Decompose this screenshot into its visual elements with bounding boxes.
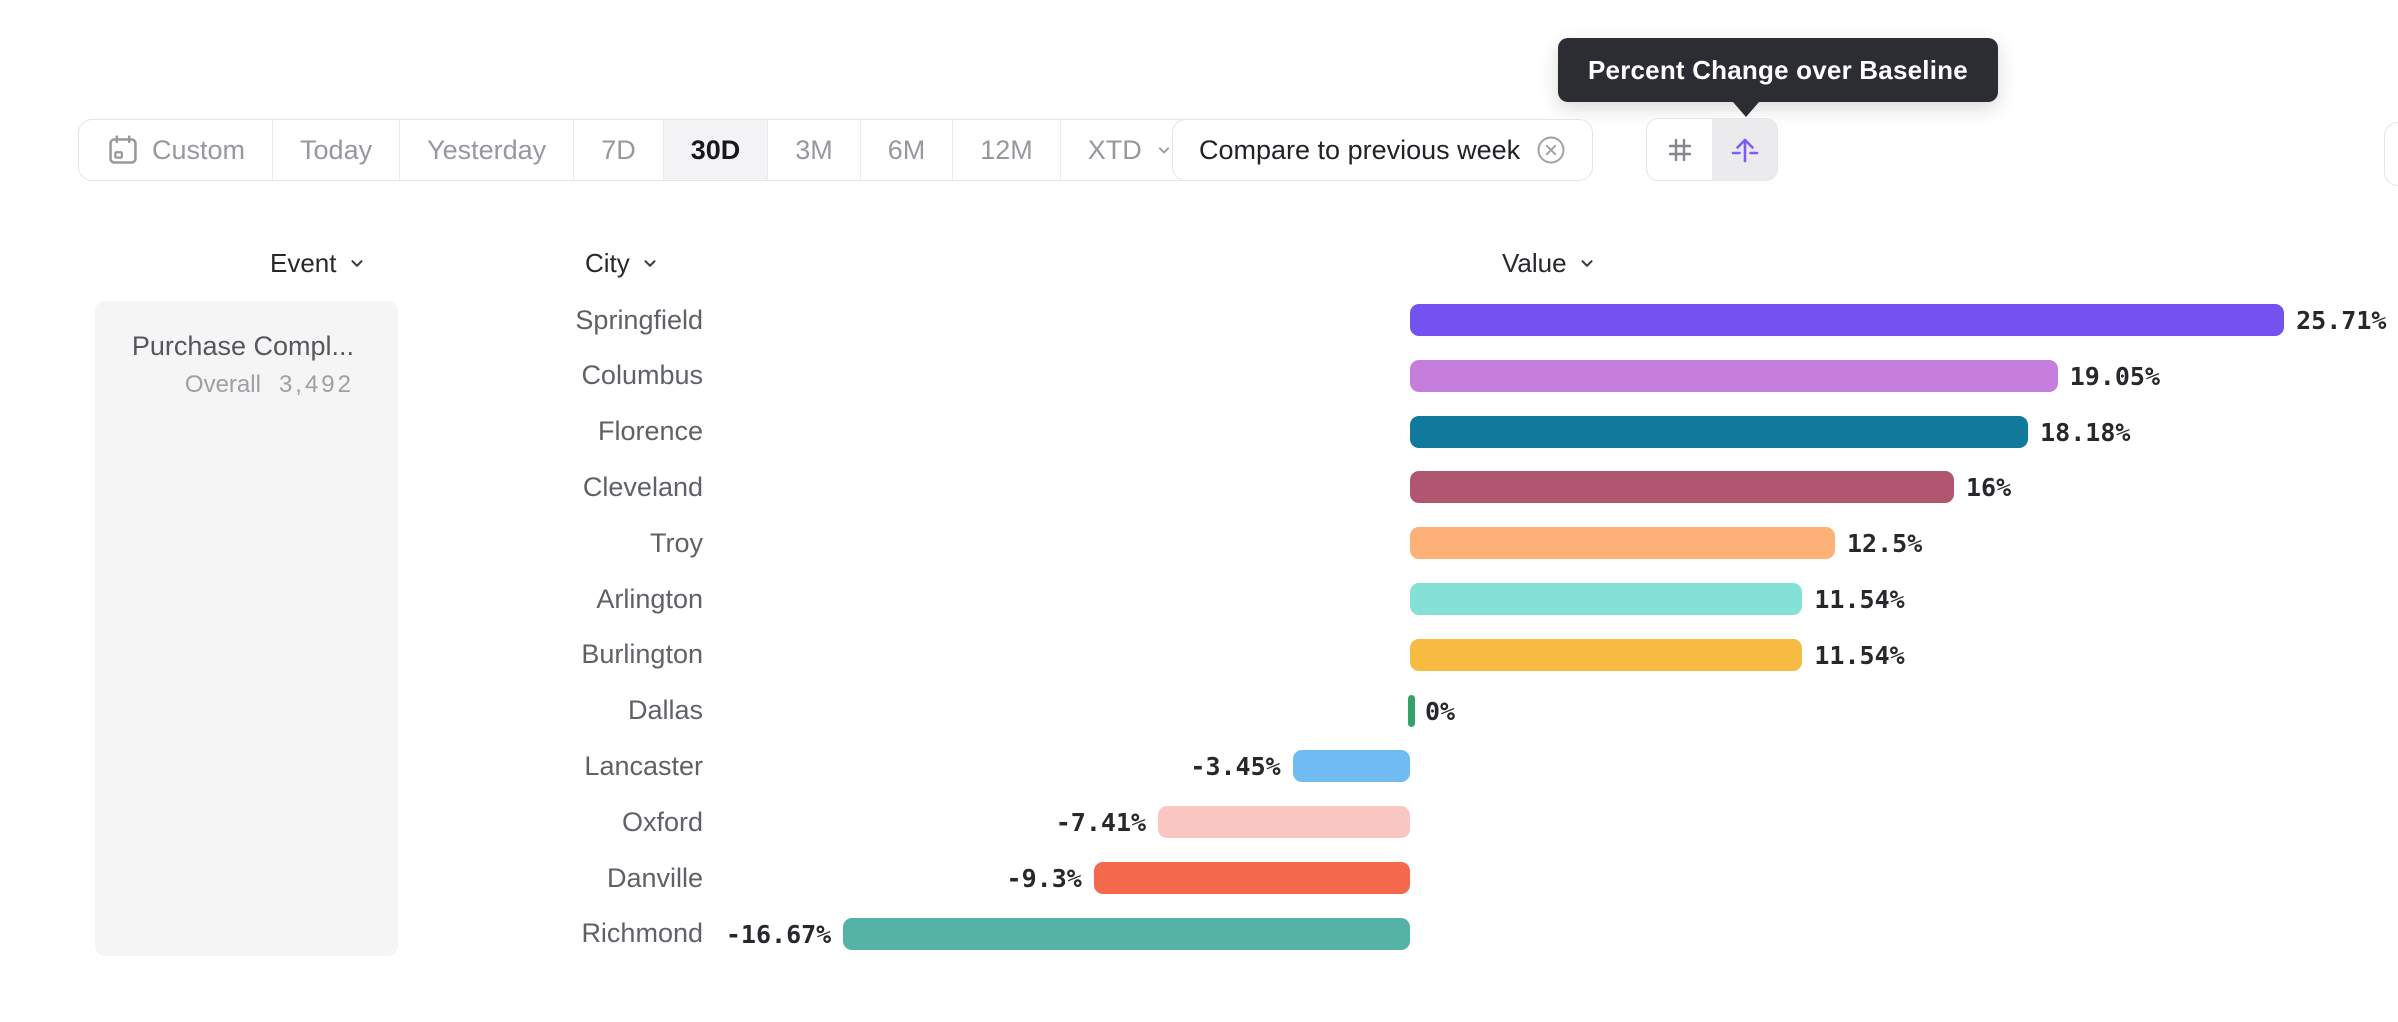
date-range-label: Custom xyxy=(152,134,246,165)
column-header-city[interactable]: City xyxy=(585,248,661,278)
percent-change-baseline-toggle[interactable] xyxy=(1712,119,1777,180)
bar-value-danville: -9.3% xyxy=(1006,864,1082,893)
bar-value-richmond: -16.67% xyxy=(725,919,832,949)
city-label-burlington: Burlington xyxy=(581,639,703,670)
bar-troy[interactable] xyxy=(1410,527,1835,560)
bar-springfield[interactable] xyxy=(1410,304,2285,336)
date-range-12m[interactable]: 12M xyxy=(953,120,1061,180)
absolute-values-toggle[interactable] xyxy=(1647,119,1712,180)
bar-value-lancaster: -3.45% xyxy=(1190,752,1281,782)
date-range-30d[interactable]: 30D xyxy=(663,120,769,180)
bar-oxford[interactable] xyxy=(1158,806,1410,839)
date-range-label: 6M xyxy=(887,134,926,165)
tooltip-caret xyxy=(1733,102,1759,117)
bar-florence[interactable] xyxy=(1410,415,2029,448)
chevron-down-icon xyxy=(350,260,363,267)
city-label-dallas: Dallas xyxy=(627,695,703,726)
chevron-down-icon xyxy=(1580,260,1593,267)
chevron-down-icon xyxy=(644,260,656,267)
bar-columbus[interactable] xyxy=(1410,359,2058,392)
value-header-label: Value xyxy=(1502,247,1567,278)
compare-chip-label: Compare to previous week xyxy=(1199,134,1521,165)
date-range-label: 30D xyxy=(690,134,741,165)
bar-value-springfield: 25.71% xyxy=(2296,306,2387,335)
bar-cleveland[interactable] xyxy=(1410,471,1954,504)
date-range-yesterday[interactable]: Yesterday xyxy=(400,120,575,180)
chart-display-toggle-group xyxy=(1646,118,1778,181)
bar-value-cleveland: 16% xyxy=(1966,473,2012,503)
bar-dallas[interactable] xyxy=(1408,694,1415,727)
date-range-label: 12M xyxy=(980,134,1033,165)
bar-value-arlington: 11.54% xyxy=(1814,585,1905,614)
bar-value-columbus: 19.05% xyxy=(2069,361,2160,391)
city-label-florence: Florence xyxy=(597,416,703,447)
bar-value-dallas: 0% xyxy=(1425,696,1456,726)
close-circle-icon[interactable] xyxy=(1536,135,1566,165)
date-range-label: 7D xyxy=(601,134,636,165)
column-header-event[interactable]: Event xyxy=(270,248,368,278)
bar-value-florence: 18.18% xyxy=(2040,417,2131,447)
city-label-danville: Danville xyxy=(606,862,703,893)
date-range-3m[interactable]: 3M xyxy=(768,120,861,180)
city-label-cleveland: Cleveland xyxy=(582,471,703,502)
bar-danville[interactable] xyxy=(1093,862,1410,894)
city-label-oxford: Oxford xyxy=(621,806,703,837)
date-range-custom[interactable]: Custom xyxy=(79,120,274,180)
city-label-lancaster: Lancaster xyxy=(584,750,703,781)
date-range-today[interactable]: Today xyxy=(273,120,401,180)
bar-richmond[interactable] xyxy=(843,917,1410,950)
date-range-xtd[interactable]: XTD xyxy=(1061,120,1201,180)
date-range-6m[interactable]: 6M xyxy=(861,120,954,180)
chevron-down-icon xyxy=(1154,140,1174,160)
city-label-troy: Troy xyxy=(650,527,703,558)
bar-value-troy: 12.5% xyxy=(1847,529,1923,559)
event-overall-label: Overall xyxy=(184,371,261,398)
bar-lancaster[interactable] xyxy=(1292,750,1410,783)
bar-value-burlington: 11.54% xyxy=(1814,640,1905,670)
city-label-richmond: Richmond xyxy=(581,918,703,949)
city-label-arlington: Arlington xyxy=(596,583,703,614)
date-range-label: XTD xyxy=(1087,134,1142,165)
date-range-7d[interactable]: 7D xyxy=(574,120,664,180)
event-card-purchase-completed[interactable]: Purchase Compl... Overall 3,492 xyxy=(95,301,398,956)
city-header-label: City xyxy=(585,247,630,278)
compare-to-previous-week-chip[interactable]: Compare to previous week xyxy=(1172,119,1594,181)
date-range-label: 3M xyxy=(795,134,833,165)
city-label-columbus: Columbus xyxy=(581,360,703,391)
bar-burlington[interactable] xyxy=(1410,638,1803,671)
date-range-label: Yesterday xyxy=(427,134,547,165)
date-range-toolbar: Custom Today Yesterday 7D 30D 3M 6M 12M XTD xyxy=(78,119,1202,181)
column-header-value[interactable]: Value xyxy=(1502,248,1598,278)
baseline-arrow-icon xyxy=(1729,134,1761,166)
city-label-springfield: Springfield xyxy=(575,304,703,335)
event-header-label: Event xyxy=(270,247,337,278)
event-title: Purchase Compl... xyxy=(131,331,354,361)
tooltip-text: Percent Change over Baseline xyxy=(1588,54,1968,85)
tooltip-percent-change-over-baseline: Percent Change over Baseline xyxy=(1558,38,1998,117)
bar-arlington[interactable] xyxy=(1410,583,1803,615)
bar-value-oxford: -7.41% xyxy=(1055,808,1147,838)
event-overall-value: 3,492 xyxy=(278,371,354,398)
clipped-edge-control[interactable] xyxy=(2384,122,2398,186)
hash-icon xyxy=(1664,134,1696,166)
date-range-label: Today xyxy=(300,134,373,165)
event-overall-row: Overall 3,492 xyxy=(115,371,354,399)
calendar-icon xyxy=(106,133,140,167)
